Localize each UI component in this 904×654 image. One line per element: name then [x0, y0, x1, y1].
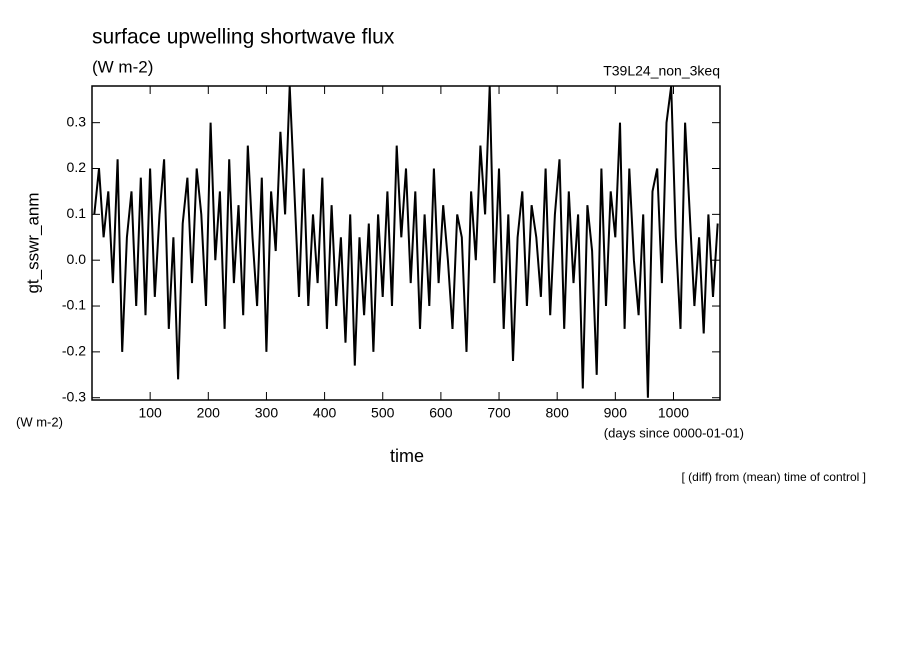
- y-tick-label: -0.2: [62, 343, 86, 359]
- note: [ (diff) from (mean) time of control ]: [682, 470, 867, 484]
- y-tick-label: 0.2: [67, 159, 87, 175]
- x-tick-label: 1000: [658, 405, 689, 421]
- y-tick-label: -0.1: [62, 297, 86, 313]
- x-tick-label: 400: [313, 405, 337, 421]
- x-tick-label: 700: [487, 405, 511, 421]
- data-line: [93, 86, 719, 398]
- x-unit: (days since 0000-01-01): [604, 425, 744, 440]
- x-tick-label: 800: [546, 405, 570, 421]
- y-unit: (W m-2): [16, 414, 63, 429]
- x-tick-label: 100: [138, 405, 162, 421]
- y-axis-label: gt_sswr_anm: [23, 192, 42, 293]
- x-tick-label: 600: [429, 405, 453, 421]
- x-tick-label: 900: [604, 405, 628, 421]
- y-tick-label: 0.1: [67, 205, 87, 221]
- y-tick-label: 0.0: [67, 251, 87, 267]
- x-tick-label: 200: [197, 405, 221, 421]
- y-tick-label: 0.3: [67, 113, 87, 129]
- run-label: T39L24_non_3keq: [603, 63, 720, 79]
- chart-title: surface upwelling shortwave flux: [92, 26, 395, 49]
- x-tick-label: 300: [255, 405, 279, 421]
- x-axis-label: time: [390, 446, 424, 466]
- plot-frame: [91, 85, 721, 401]
- x-tick-label: 500: [371, 405, 395, 421]
- y-tick-label: -0.3: [62, 388, 86, 404]
- subtitle: (W m-2): [92, 57, 153, 76]
